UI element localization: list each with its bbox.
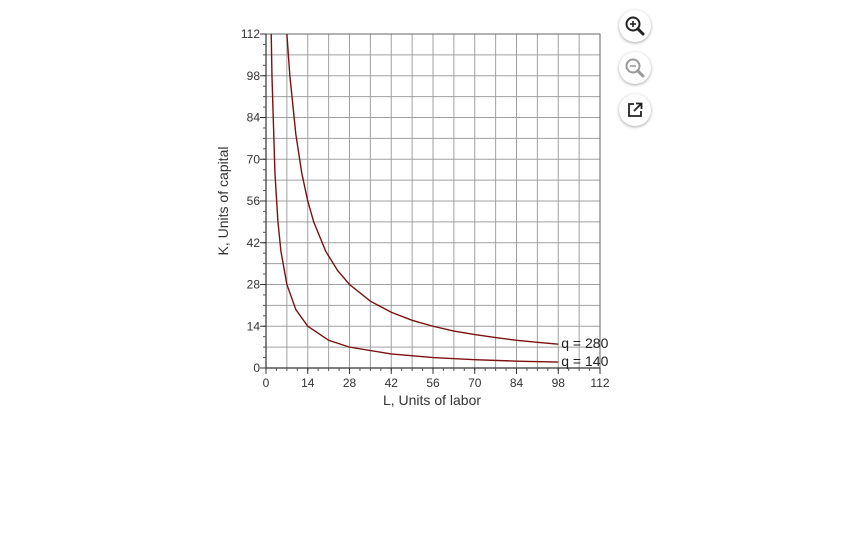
series-label-1: q = 280 bbox=[561, 335, 608, 351]
x-tick-label: 98 bbox=[552, 376, 566, 390]
series-labels: q = 280 q = 140 bbox=[561, 335, 608, 369]
x-axis-label: L, Units of labor bbox=[383, 392, 481, 408]
y-tick-label: 42 bbox=[247, 236, 261, 250]
external-link-button[interactable] bbox=[619, 94, 651, 126]
grid bbox=[266, 34, 600, 368]
x-tick-label: 70 bbox=[468, 376, 482, 390]
y-tick-label: 56 bbox=[247, 194, 261, 208]
zoom-out-button[interactable] bbox=[619, 52, 651, 84]
x-tick-label: 28 bbox=[343, 376, 357, 390]
x-tick-label: 84 bbox=[510, 376, 524, 390]
x-tick-label: 112 bbox=[590, 376, 609, 390]
axes bbox=[260, 33, 601, 374]
zoom-out-icon bbox=[625, 58, 645, 78]
y-axis-label: K, Units of capital bbox=[215, 147, 231, 256]
y-tick-label: 84 bbox=[247, 111, 261, 125]
y-tick-label: 112 bbox=[241, 27, 260, 41]
isoquant-curve-2 bbox=[270, 33, 559, 363]
curves bbox=[270, 33, 559, 363]
y-tick-label: 98 bbox=[247, 69, 261, 83]
external-link-icon bbox=[628, 102, 643, 117]
x-tick-label: 14 bbox=[301, 376, 315, 390]
series-label-2: q = 140 bbox=[561, 353, 608, 369]
isoquant-curve-1 bbox=[286, 33, 559, 345]
y-tick-label: 0 bbox=[253, 361, 260, 375]
zoom-in-button[interactable] bbox=[619, 10, 651, 42]
zoom-in-icon bbox=[625, 16, 645, 36]
tick-labels: 0 14 28 42 56 70 84 98 112 0 14 28 42 56 70 84 98 112 bbox=[241, 27, 610, 390]
y-tick-label: 28 bbox=[247, 278, 261, 292]
x-tick-label: 56 bbox=[426, 376, 440, 390]
y-tick-label: 70 bbox=[247, 152, 261, 166]
x-tick-label: 42 bbox=[385, 376, 399, 390]
x-tick-label: 0 bbox=[263, 376, 270, 390]
y-tick-label: 14 bbox=[247, 319, 261, 333]
